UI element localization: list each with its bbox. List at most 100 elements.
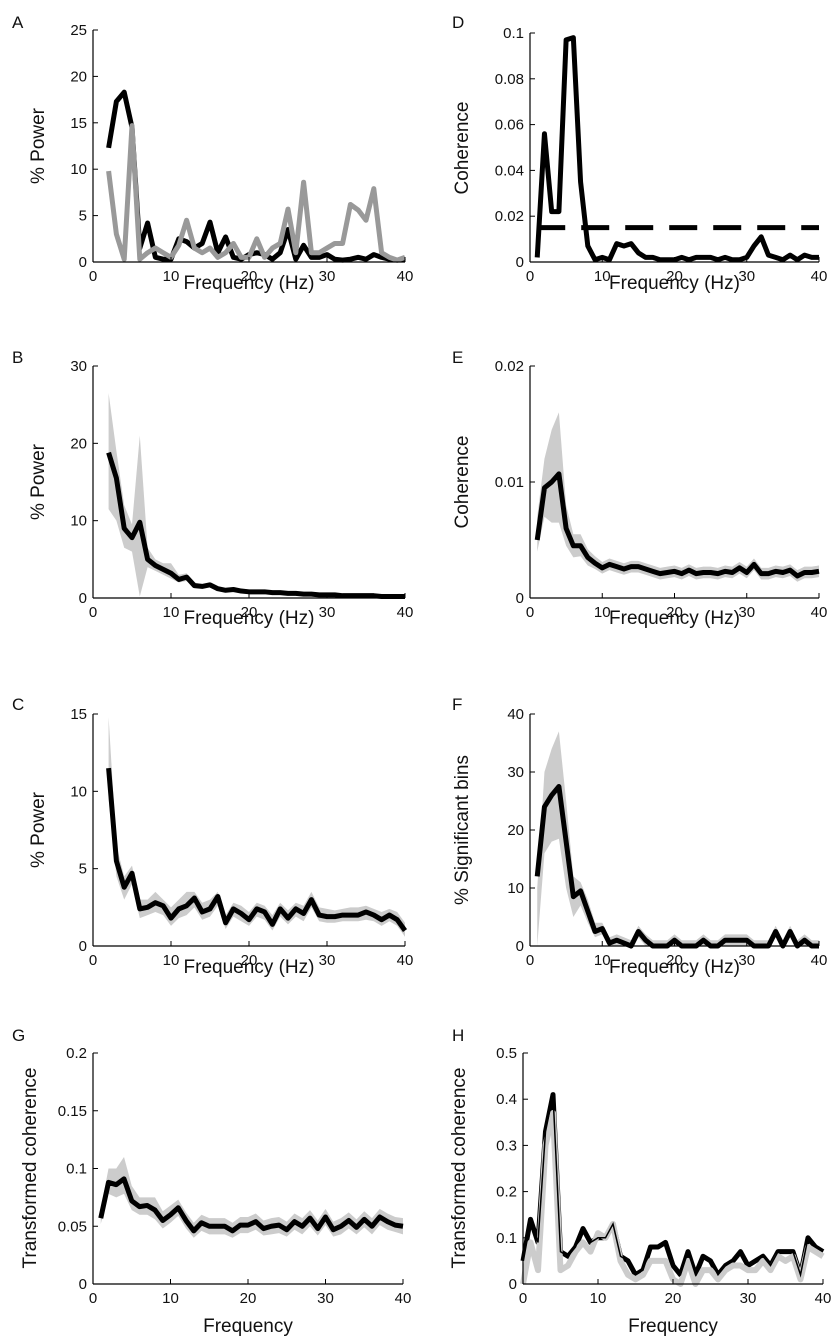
x-tick-label: 40 — [815, 1290, 832, 1307]
x-tick-label: 30 — [319, 952, 336, 969]
y-tick-label: 0 — [79, 938, 87, 955]
x-tick-label: 30 — [740, 1290, 757, 1307]
y-tick-label: 40 — [507, 706, 524, 723]
panel-label-c: C — [12, 695, 24, 714]
y-tick-label: 0.15 — [58, 1103, 87, 1120]
x-tick-label: 30 — [319, 268, 336, 285]
y-tick-label: 0.02 — [495, 208, 524, 225]
panel-label-b: B — [12, 348, 23, 367]
y-axis-label-a: % Power — [28, 107, 49, 184]
x-tick-label: 0 — [89, 1290, 97, 1307]
x-tick-label: 0 — [89, 604, 97, 621]
y-tick-label: 30 — [507, 764, 524, 781]
y-tick-label: 0 — [509, 1276, 517, 1293]
y-tick-label: 0 — [516, 590, 524, 607]
y-tick-label: 10 — [70, 161, 87, 178]
y-tick-label: 0.01 — [495, 474, 524, 491]
x-tick-label: 40 — [397, 952, 414, 969]
y-tick-label: 15 — [70, 115, 87, 132]
series-line-f-1 — [534, 784, 819, 949]
x-tick-label: 20 — [665, 1290, 682, 1307]
y-tick-label: 0.2 — [66, 1045, 87, 1062]
x-tick-label: 30 — [738, 268, 755, 285]
x-tick-label: 10 — [594, 604, 611, 621]
x-tick-label: 30 — [738, 604, 755, 621]
x-tick-label: 10 — [594, 268, 611, 285]
y-axis-label-f: % Significant bins — [452, 755, 473, 905]
x-tick-label: 10 — [162, 1290, 179, 1307]
x-tick-label: 0 — [89, 268, 97, 285]
x-tick-label: 40 — [397, 604, 414, 621]
y-tick-label: 0.5 — [496, 1045, 517, 1062]
y-tick-label: 0 — [516, 938, 524, 955]
y-tick-label: 0.1 — [503, 25, 524, 42]
x-tick-label: 20 — [666, 268, 683, 285]
y-axis-label-g: Transformed coherence — [20, 1067, 41, 1268]
x-tick-label: 0 — [526, 268, 534, 285]
series-line-h-1 — [520, 1092, 825, 1278]
series-line-c-1 — [106, 767, 408, 932]
y-tick-label: 0.1 — [66, 1161, 87, 1178]
y-tick-label: 0.05 — [58, 1218, 87, 1235]
y-tick-label: 0.2 — [496, 1184, 517, 1201]
y-tick-label: 0.04 — [495, 162, 524, 179]
x-tick-label: 20 — [241, 604, 258, 621]
panel-e: E 0 10 20 30 40 0 0.01 0.02 Frequency (Hz) Coheren… — [452, 348, 827, 629]
x-tick-label: 20 — [241, 268, 258, 285]
x-axis-label-d: Frequency (Hz) — [609, 273, 740, 294]
y-tick-label: 0 — [516, 254, 524, 271]
series-line-g-1 — [98, 1176, 404, 1234]
series-line-a-2 — [106, 123, 406, 263]
y-tick-label: 10 — [70, 783, 87, 800]
x-axis-label-g: Frequency — [203, 1316, 293, 1337]
y-tick-label: 20 — [507, 822, 524, 839]
y-tick-label: 0.1 — [496, 1230, 517, 1247]
panel-label-h: H — [452, 1026, 464, 1045]
x-axis-label-a: Frequency (Hz) — [184, 273, 315, 294]
y-axis-label-b: % Power — [28, 443, 49, 520]
series-line-e-1 — [534, 471, 820, 579]
y-tick-label: 25 — [70, 22, 87, 39]
x-tick-label: 40 — [811, 952, 828, 969]
x-axis-label-c: Frequency (Hz) — [184, 957, 315, 978]
panel-a: A 0 10 20 30 40 0 5 10 15 20 25 Frequency (Hz) % Powe… — [12, 13, 413, 294]
x-tick-label: 30 — [317, 1290, 334, 1307]
x-tick-label: 40 — [811, 604, 828, 621]
panel-label-d: D — [452, 13, 464, 32]
x-tick-label: 20 — [666, 604, 683, 621]
y-tick-label: 10 — [507, 880, 524, 897]
series-line-b-1 — [106, 451, 405, 599]
confidence-band-b — [108, 393, 405, 598]
y-axis-label-c: % Power — [28, 791, 49, 868]
x-tick-label: 10 — [163, 268, 180, 285]
x-tick-label: 10 — [163, 604, 180, 621]
x-tick-label: 40 — [397, 268, 414, 285]
panel-h: H 0 10 20 30 40 0 0.1 0.2 0.3 0.4 0.5 Frequency Trans… — [449, 1026, 831, 1337]
x-tick-label: 30 — [319, 604, 336, 621]
x-tick-label: 10 — [594, 952, 611, 969]
panel-label-f: F — [452, 695, 462, 714]
y-tick-label: 0.08 — [495, 71, 524, 88]
x-tick-label: 20 — [666, 952, 683, 969]
x-tick-label: 40 — [395, 1290, 412, 1307]
y-tick-label: 15 — [70, 706, 87, 723]
panel-label-g: G — [12, 1026, 25, 1045]
y-axis-label-h: Transformed coherence — [449, 1067, 470, 1268]
x-tick-label: 0 — [526, 604, 534, 621]
panel-g: G 0 10 20 30 40 0 0.05 0.1 0.15 0.2 Frequency Transf… — [12, 1026, 411, 1337]
y-tick-label: 0 — [79, 590, 87, 607]
series-line-h-overlay — [522, 1094, 824, 1278]
y-tick-label: 0 — [79, 254, 87, 271]
panel-d: D 0 10 20 30 40 0 0.02 0.04 0.06 0.08 0.1 Frequency … — [452, 13, 827, 294]
y-tick-label: 20 — [70, 435, 87, 452]
y-tick-label: 10 — [70, 513, 87, 530]
panel-label-e: E — [452, 348, 463, 367]
x-tick-label: 40 — [811, 268, 828, 285]
panel-label-a: A — [12, 13, 24, 32]
x-tick-label: 0 — [526, 952, 534, 969]
y-tick-label: 0 — [79, 1276, 87, 1293]
x-tick-label: 10 — [590, 1290, 607, 1307]
confidence-band-e — [537, 412, 819, 582]
